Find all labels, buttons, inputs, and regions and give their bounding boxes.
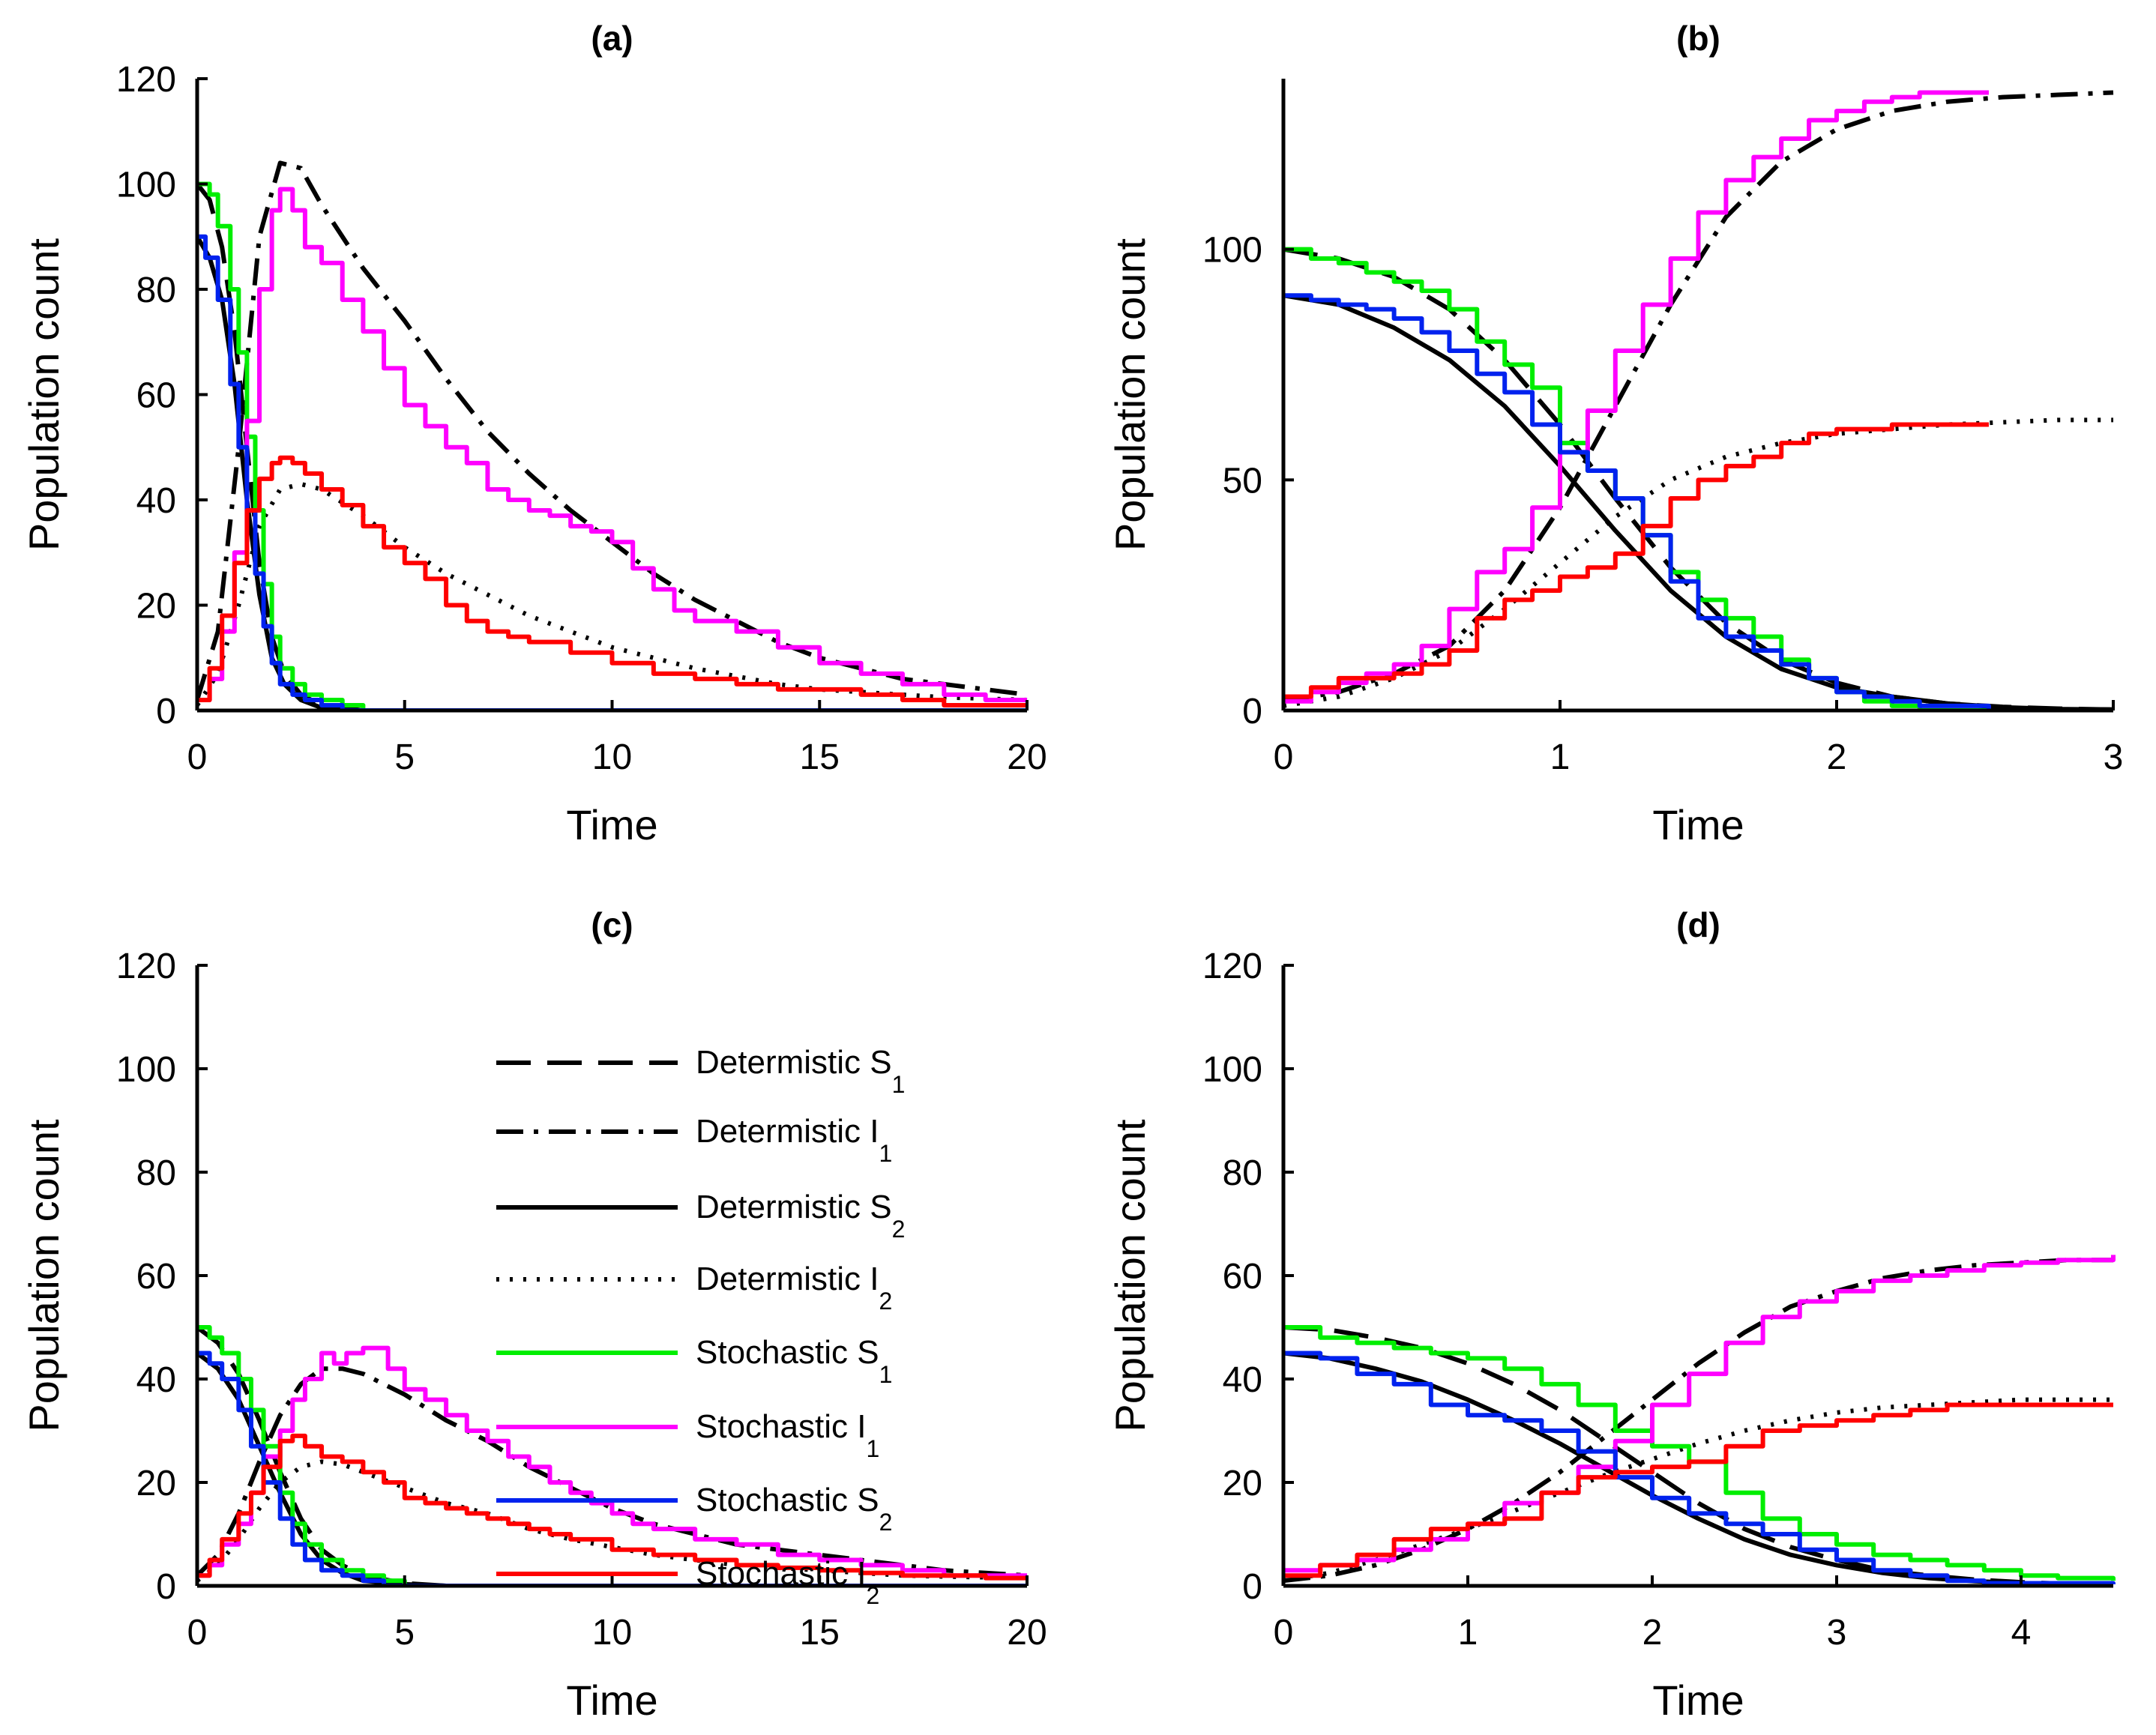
- y-tick-label: 80: [136, 1153, 176, 1193]
- x-tick-label: 10: [592, 737, 632, 777]
- legend-label-text: Determistic S: [696, 1189, 892, 1225]
- y-tick-label: 20: [136, 1464, 176, 1503]
- x-tick-label: 0: [1274, 737, 1294, 777]
- y-tick-label: 20: [1223, 1464, 1262, 1503]
- x-tick-label: 2: [1827, 737, 1847, 777]
- panel-title: (a): [591, 19, 633, 58]
- legend-label-subscript: 1: [892, 1071, 906, 1098]
- y-axis-label: Population count: [20, 238, 67, 551]
- legend-label-subscript: 1: [879, 1140, 892, 1167]
- x-tick-label: 10: [592, 1613, 632, 1653]
- legend-label-text: Stochastic S: [696, 1334, 879, 1371]
- legend-label-text: Determistic S: [696, 1044, 892, 1081]
- x-tick-label: 5: [394, 1613, 415, 1653]
- x-tick-label: 20: [1007, 737, 1047, 777]
- y-tick-label: 0: [1242, 692, 1262, 731]
- y-axis-label: Population count: [1106, 1119, 1154, 1432]
- y-tick-label: 60: [1223, 1257, 1262, 1297]
- x-axis-label: Time: [566, 1677, 657, 1724]
- y-axis-label: Population count: [1106, 238, 1154, 551]
- y-tick-label: 80: [136, 271, 176, 310]
- y-tick-label: 120: [116, 947, 176, 986]
- legend-label-subscript: 2: [879, 1288, 892, 1315]
- y-tick-label: 60: [136, 376, 176, 416]
- y-tick-label: 20: [136, 587, 176, 627]
- y-tick-label: 40: [136, 1360, 176, 1400]
- x-tick-label: 15: [800, 1613, 840, 1653]
- x-tick-label: 0: [187, 737, 208, 777]
- y-tick-label: 120: [116, 60, 176, 100]
- legend-label-subscript: 2: [879, 1509, 893, 1536]
- y-tick-label: 120: [1202, 947, 1262, 986]
- legend-label-text: Determistic I: [696, 1261, 879, 1297]
- x-tick-label: 0: [187, 1613, 208, 1653]
- x-tick-label: 4: [2011, 1613, 2032, 1653]
- legend-label-subscript: 2: [892, 1216, 906, 1243]
- x-tick-label: 3: [1827, 1613, 1847, 1653]
- y-tick-label: 100: [116, 1050, 176, 1090]
- y-tick-label: 0: [156, 1567, 176, 1607]
- y-tick-label: 0: [156, 692, 176, 731]
- y-tick-label: 100: [1202, 1050, 1262, 1090]
- panel-title: (d): [1676, 905, 1720, 944]
- panel-title: (b): [1676, 19, 1720, 58]
- x-tick-label: 3: [2104, 737, 2124, 777]
- y-axis-label: Population count: [20, 1119, 67, 1432]
- y-tick-label: 40: [1223, 1360, 1262, 1400]
- x-tick-label: 2: [1642, 1613, 1663, 1653]
- x-tick-label: 5: [394, 737, 415, 777]
- y-tick-label: 100: [116, 166, 176, 205]
- x-axis-label: Time: [1652, 801, 1744, 848]
- x-tick-label: 20: [1007, 1613, 1047, 1653]
- x-tick-label: 1: [1550, 737, 1571, 777]
- legend-label-subscript: 1: [866, 1435, 879, 1462]
- legend-label-text: Determistic I: [696, 1113, 879, 1150]
- figure-canvas: (a)0 5 10 15 20020406080100120TimePopulation…: [0, 0, 2156, 1735]
- y-tick-label: 100: [1202, 231, 1262, 271]
- y-tick-label: 60: [136, 1257, 176, 1297]
- y-tick-label: 80: [1223, 1153, 1262, 1193]
- y-tick-label: 40: [136, 481, 176, 521]
- x-tick-label: 15: [800, 737, 840, 777]
- y-tick-label: 50: [1223, 461, 1262, 501]
- x-axis-label: Time: [566, 801, 657, 848]
- x-tick-label: 0: [1274, 1613, 1294, 1653]
- legend-label-subscript: 1: [879, 1361, 893, 1388]
- x-tick-label: 1: [1458, 1613, 1478, 1653]
- legend-label-subscript: 2: [866, 1582, 879, 1609]
- panel-title: (c): [591, 905, 633, 944]
- x-axis-label: Time: [1652, 1677, 1744, 1724]
- legend-label-text: Stochastic I: [696, 1408, 866, 1445]
- legend-label-text: Stochastic S: [696, 1482, 879, 1518]
- legend-label-text: Stochastic I: [696, 1555, 866, 1592]
- y-tick-label: 0: [1242, 1567, 1262, 1607]
